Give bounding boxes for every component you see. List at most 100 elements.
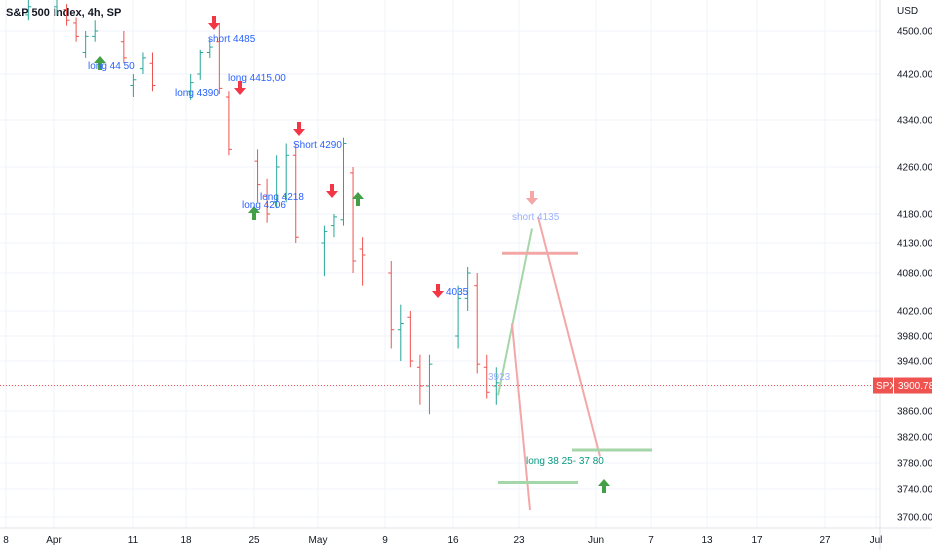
ohlc-bar bbox=[25, 0, 32, 21]
ohlc-bar bbox=[225, 91, 232, 156]
y-tick-label: 4260.00 bbox=[897, 163, 932, 174]
long-arrow-icon bbox=[352, 192, 364, 206]
short-arrow-icon bbox=[526, 191, 538, 205]
y-tick-label: 3780.00 bbox=[897, 459, 932, 470]
x-tick-label: Jul bbox=[870, 535, 883, 546]
last-price-tag-text: 3900.78 bbox=[898, 381, 932, 392]
arrow-head bbox=[598, 479, 610, 486]
ohlc-bar bbox=[455, 285, 462, 349]
y-tick-label: 3700.00 bbox=[897, 513, 932, 524]
x-tick-label: Apr bbox=[46, 535, 62, 546]
arrow-shaft bbox=[238, 81, 242, 89]
chart-title: S&P 500 Index, 4h, SP bbox=[6, 7, 122, 19]
ohlc-bar bbox=[464, 267, 471, 311]
y-tick-label: 3860.00 bbox=[897, 407, 932, 418]
arrow-head bbox=[293, 129, 305, 136]
grid-lines bbox=[0, 0, 880, 528]
ohlc-bar bbox=[187, 74, 194, 100]
arrow-shaft bbox=[297, 122, 301, 130]
x-tick-label: 23 bbox=[513, 535, 525, 546]
arrow-head bbox=[208, 23, 220, 30]
arrow-shaft bbox=[252, 212, 256, 220]
arrow-shaft bbox=[602, 485, 606, 493]
y-tick-label: 3820.00 bbox=[897, 433, 932, 444]
y-tick-label: 4420.00 bbox=[897, 70, 932, 81]
y-tick-label: 3940.00 bbox=[897, 357, 932, 368]
y-axis: USD 3700.00 3740.00 3780.00 3820.00 3860.00 39… bbox=[897, 6, 932, 524]
arrow-head bbox=[432, 291, 444, 298]
short-arrow-icon bbox=[432, 284, 444, 298]
short-arrow-icon bbox=[293, 122, 305, 136]
last-price-tag-bg bbox=[894, 377, 932, 394]
trade-annotation: 4035 bbox=[446, 287, 469, 298]
ohlc-bar bbox=[350, 167, 357, 273]
ohlc-bar bbox=[397, 304, 404, 361]
long-arrow-icon bbox=[94, 56, 106, 70]
y-tick-label: 4180.00 bbox=[897, 210, 932, 221]
x-tick-label: 7 bbox=[648, 535, 654, 546]
trade-annotation: long 44 50 bbox=[88, 61, 135, 72]
x-tick-label: 17 bbox=[751, 535, 763, 546]
ohlc-bar bbox=[73, 17, 80, 42]
ohlc-bar bbox=[149, 52, 156, 92]
trade-annotation: Short 4290 bbox=[293, 140, 342, 151]
arrow-shaft bbox=[356, 198, 360, 206]
trade-annotation: long 38 25- 37 80 bbox=[526, 456, 604, 467]
y-tick-label: 4500.00 bbox=[897, 27, 932, 38]
ohlc-bar bbox=[340, 137, 347, 226]
ohlc-bar bbox=[416, 354, 423, 405]
long-arrow-icon bbox=[598, 479, 610, 493]
symbol-tag-text: SPX bbox=[876, 381, 896, 392]
ohlc-bar bbox=[54, 0, 58, 15]
arrow-head bbox=[234, 88, 246, 95]
ohlc-bar bbox=[426, 354, 433, 415]
arrow-head bbox=[326, 191, 338, 198]
symbol-tag-bg bbox=[873, 377, 893, 394]
arrow-shaft bbox=[436, 284, 440, 292]
ohlc-bar bbox=[63, 4, 70, 26]
ohlc-bar bbox=[273, 155, 280, 209]
projection-down-line-2 bbox=[511, 323, 531, 511]
arrow-shaft bbox=[98, 62, 102, 70]
x-tick-label: 8 bbox=[3, 535, 9, 546]
ohlc-bar bbox=[407, 311, 414, 368]
ohlc-bar bbox=[92, 20, 99, 42]
ohlc-bar bbox=[474, 273, 481, 374]
arrow-shaft bbox=[530, 191, 534, 199]
x-tick-label: 25 bbox=[248, 535, 260, 546]
short-arrow-icon bbox=[208, 16, 220, 30]
short-arrow-icon bbox=[326, 184, 338, 198]
y-tick-label: 3740.00 bbox=[897, 485, 932, 496]
x-tick-label: May bbox=[309, 535, 328, 546]
trade-annotation: short 4135 bbox=[512, 212, 560, 223]
arrow-head bbox=[352, 192, 364, 199]
ohlc-bar bbox=[359, 237, 366, 286]
ohlc-bar bbox=[216, 22, 223, 95]
projection-down-line bbox=[537, 216, 601, 457]
y-axis-currency: USD bbox=[897, 6, 918, 17]
long-arrow-icon bbox=[248, 206, 260, 220]
x-tick-label: 13 bbox=[701, 535, 713, 546]
trade-annotation: long 4415,00 bbox=[228, 73, 286, 84]
ohlc-bar bbox=[82, 31, 89, 58]
trade-annotation: short 4485 bbox=[208, 34, 256, 45]
y-tick-label: 3980.00 bbox=[897, 332, 932, 343]
ohlc-bar bbox=[264, 178, 271, 223]
annotations: short 4485 long 44 50 long 4415,00 long 439… bbox=[88, 34, 604, 467]
ohlc-bar bbox=[139, 52, 146, 74]
ohlc-bar bbox=[206, 39, 213, 58]
trade-annotation: 3923 bbox=[488, 372, 511, 383]
ohlc-bar bbox=[292, 143, 299, 243]
short-arrow-icon bbox=[234, 81, 246, 95]
y-tick-label: 4020.00 bbox=[897, 307, 932, 318]
x-tick-label: Jun bbox=[588, 535, 604, 546]
x-tick-label: 16 bbox=[447, 535, 459, 546]
ohlc-bars bbox=[25, 0, 500, 415]
ohlc-bar bbox=[120, 31, 127, 64]
arrow-head bbox=[94, 56, 106, 63]
ohlc-bar bbox=[321, 225, 328, 277]
arrow-head bbox=[526, 198, 538, 205]
x-tick-label: 9 bbox=[382, 535, 388, 546]
